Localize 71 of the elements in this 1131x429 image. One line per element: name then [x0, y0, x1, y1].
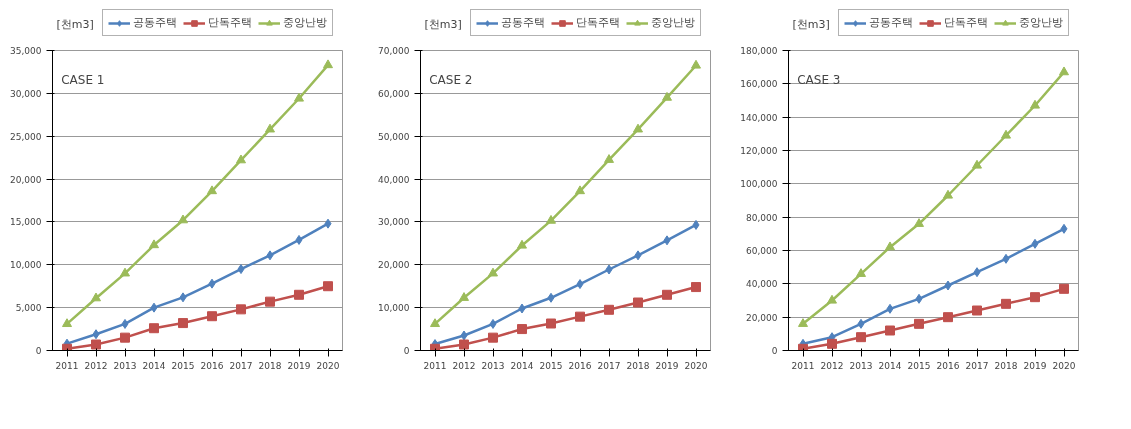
x-tick-label: 2017	[229, 360, 253, 371]
y-tick-label: 10,000	[10, 260, 42, 271]
y-tick-label: 40,000	[746, 279, 778, 290]
x-tick-label: 2018	[258, 360, 282, 371]
y-axis-title: [천m3]	[792, 17, 830, 31]
y-tick-label: 60,000	[378, 88, 410, 99]
x-tick-label: 2017	[965, 360, 989, 371]
x-tick-label: 2013	[481, 360, 505, 371]
x-tick-label: 2015	[539, 360, 563, 371]
y-tick-label: 160,000	[740, 79, 778, 90]
legend-label: 공동주택	[501, 15, 545, 30]
y-tick-label: 15,000	[10, 217, 42, 228]
y-tick-label: 30,000	[10, 88, 42, 99]
x-tick-label: 2020	[316, 360, 340, 371]
y-tick-label: 40,000	[378, 174, 410, 185]
annotation: CASE 3	[797, 72, 841, 87]
legend-label: 단독주택	[944, 15, 988, 30]
x-tick-label: 2017	[597, 360, 621, 371]
x-tick-label: 2018	[626, 360, 650, 371]
x-tick-label: 2013	[113, 360, 137, 371]
x-tick-label: 2018	[994, 360, 1018, 371]
legend-label: 단독주택	[576, 15, 620, 30]
y-tick-label: 5,000	[15, 303, 42, 314]
y-tick-label: 30,000	[378, 217, 410, 228]
x-tick-label: 2012	[820, 360, 844, 371]
annotation: CASE 2	[429, 72, 473, 87]
legend-label: 단독주택	[208, 15, 252, 30]
x-tick-label: 2019	[287, 360, 311, 371]
x-tick-label: 2019	[1023, 360, 1047, 371]
annotation: CASE 1	[61, 72, 105, 87]
y-tick-label: 0	[35, 346, 42, 356]
x-tick-label: 2011	[423, 360, 447, 371]
y-tick-label: 120,000	[740, 146, 778, 156]
legend-label: 중앙난방	[283, 15, 327, 30]
x-tick-label: 2014	[510, 360, 534, 371]
y-tick-label: 25,000	[10, 131, 42, 142]
y-axis-title: [천m3]	[424, 17, 462, 31]
y-tick-label: 20,000	[10, 174, 42, 185]
x-tick-label: 2014	[878, 360, 902, 371]
y-tick-label: 50,000	[378, 131, 410, 142]
x-tick-label: 2013	[849, 360, 873, 371]
legend-label: 중앙난방	[1019, 15, 1063, 30]
x-tick-label: 2012	[84, 360, 108, 371]
y-tick-label: 10,000	[378, 303, 410, 314]
legend-label: 중앙난방	[651, 15, 695, 30]
y-tick-label: 20,000	[746, 312, 778, 323]
x-tick-label: 2015	[907, 360, 931, 371]
x-tick-label: 2011	[791, 360, 815, 371]
y-tick-label: 60,000	[746, 246, 778, 256]
y-tick-label: 70,000	[378, 46, 410, 56]
y-tick-label: 35,000	[10, 46, 42, 56]
y-tick-label: 0	[403, 346, 410, 356]
legend-label: 공동주택	[869, 15, 913, 30]
x-tick-label: 2016	[936, 360, 960, 371]
x-tick-label: 2015	[171, 360, 195, 371]
x-tick-label: 2014	[142, 360, 166, 371]
y-axis-title: [천m3]	[56, 17, 94, 31]
x-tick-label: 2012	[452, 360, 476, 371]
x-tick-label: 2019	[655, 360, 679, 371]
legend-label: 공동주택	[133, 15, 177, 30]
x-tick-label: 2020	[1052, 360, 1076, 371]
x-tick-label: 2011	[55, 360, 79, 371]
y-tick-label: 80,000	[746, 212, 778, 223]
x-tick-label: 2020	[684, 360, 708, 371]
y-tick-label: 180,000	[740, 46, 778, 56]
x-tick-label: 2016	[568, 360, 592, 371]
y-tick-label: 0	[771, 346, 778, 356]
x-tick-label: 2016	[200, 360, 224, 371]
y-tick-label: 140,000	[740, 112, 778, 123]
y-tick-label: 100,000	[740, 179, 778, 190]
y-tick-label: 20,000	[378, 260, 410, 271]
